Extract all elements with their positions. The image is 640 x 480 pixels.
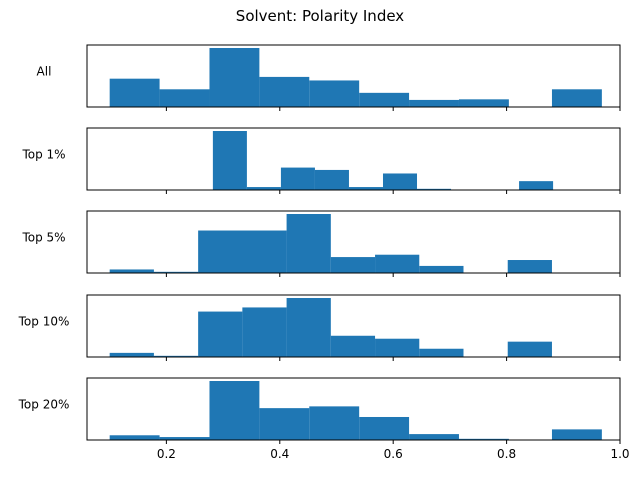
bar-3-1 [153,355,199,357]
bar-1-5 [382,173,418,190]
bar-1-3 [314,169,349,190]
bar-1-7 [519,181,554,190]
bar-2-4 [330,257,376,273]
axes-frame-2 [86,210,621,274]
bar-2-7 [507,260,552,273]
bar-4-6 [409,434,459,440]
x-tick-label-4: 1.0 [610,447,629,461]
panel-label-1: Top 1% [21,148,65,162]
axes-frame-3 [86,294,621,358]
bar-0-1 [159,89,210,107]
bar-0-7 [458,99,509,107]
bar-1-0 [212,131,247,190]
bar-0-0 [109,78,160,107]
bar-3-6 [375,338,420,357]
bar-4-4 [309,406,360,440]
bar-2-0 [109,269,154,273]
bar-3-2 [198,311,243,357]
bar-2-2 [198,230,287,273]
bar-2-1 [153,271,199,273]
x-tick-label-1: 0.4 [270,447,289,461]
bar-4-2 [209,381,260,440]
panel-label-2: Top 5% [21,231,65,245]
bar-0-8 [551,89,602,107]
bar-2-6 [419,265,464,273]
bar-3-4 [286,298,331,357]
bar-4-1 [159,437,210,440]
bar-3-5 [330,335,376,357]
panel-label-3: Top 10% [18,315,70,329]
bar-4-7 [458,438,509,440]
bar-0-2 [209,48,260,107]
bar-3-0 [109,352,154,357]
axes-frame-4 [86,377,621,441]
bar-4-0 [109,435,160,440]
bar-4-3 [259,408,310,440]
bar-0-6 [409,99,459,107]
bar-1-4 [348,187,383,190]
panel-label-0: All [37,65,52,79]
bar-2-5 [375,254,420,273]
bar-0-5 [359,92,410,107]
bar-1-2 [280,167,315,190]
bar-0-3 [259,76,310,107]
x-tick-label-2: 0.6 [384,447,403,461]
chart-title: Solvent: Polarity Index [235,7,405,25]
bar-3-3 [242,307,287,357]
axes-frame-0 [86,44,621,108]
bar-1-6 [417,188,452,190]
axes-frame-1 [86,127,621,191]
x-tick-label-3: 0.8 [497,447,516,461]
bar-4-5 [359,416,410,440]
x-tick-label-0: 0.2 [157,447,176,461]
bar-2-3 [286,214,331,273]
panel-label-4: Top 20% [18,398,70,412]
bar-3-8 [507,341,552,357]
bar-3-7 [419,348,464,357]
bar-4-8 [551,429,602,440]
bar-0-4 [309,80,360,107]
bar-1-1 [246,187,281,190]
